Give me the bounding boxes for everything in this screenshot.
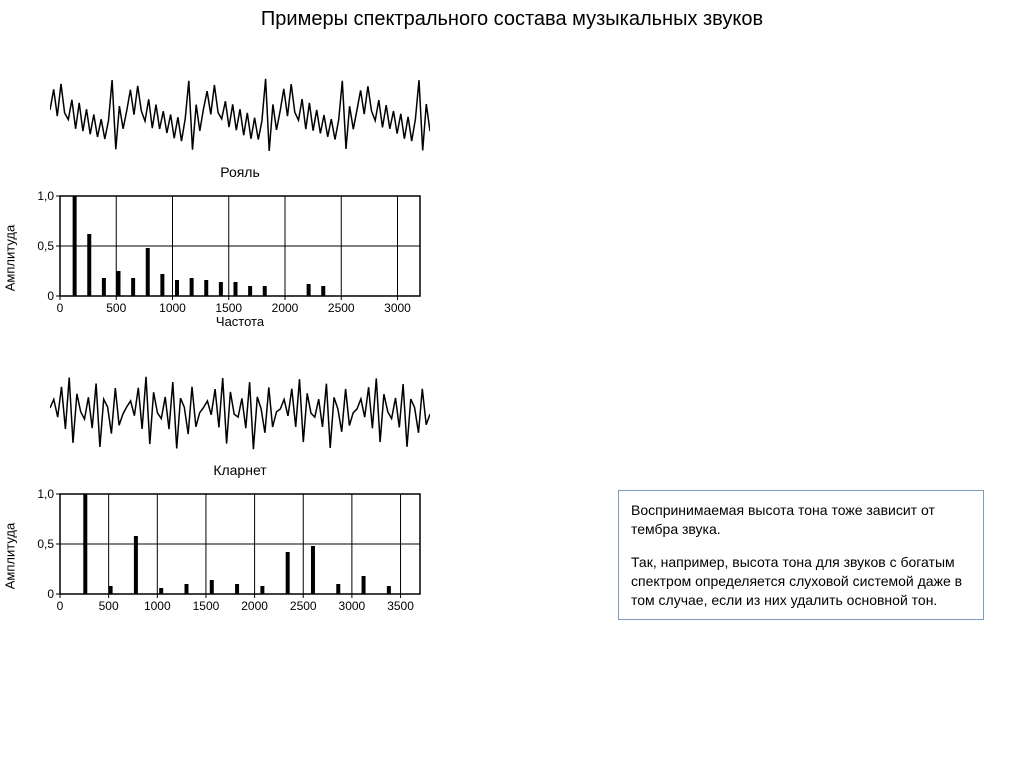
clarinet-label: Кларнет bbox=[50, 462, 430, 478]
svg-text:3000: 3000 bbox=[339, 599, 366, 613]
svg-text:3500: 3500 bbox=[387, 599, 414, 613]
svg-text:0: 0 bbox=[47, 289, 54, 303]
svg-text:0: 0 bbox=[47, 587, 54, 601]
clarinet-spectrum-chart: Амплитуда 00,51,005001000150020002500300… bbox=[20, 486, 430, 626]
svg-text:2000: 2000 bbox=[241, 599, 268, 613]
svg-text:1,0: 1,0 bbox=[37, 487, 54, 501]
svg-text:500: 500 bbox=[99, 599, 119, 613]
svg-text:2500: 2500 bbox=[290, 599, 317, 613]
svg-text:3000: 3000 bbox=[384, 301, 411, 315]
info-paragraph-1: Воспринимаемая высота тона тоже зависит … bbox=[631, 501, 971, 539]
svg-text:1500: 1500 bbox=[193, 599, 220, 613]
clarinet-waveform bbox=[50, 358, 430, 458]
svg-text:2000: 2000 bbox=[272, 301, 299, 315]
svg-text:0: 0 bbox=[57, 301, 64, 315]
svg-text:1500: 1500 bbox=[215, 301, 242, 315]
svg-text:1000: 1000 bbox=[144, 599, 171, 613]
svg-text:2500: 2500 bbox=[328, 301, 355, 315]
clarinet-ylabel: Амплитуда bbox=[3, 523, 18, 589]
info-box: Воспринимаемая высота тона тоже зависит … bbox=[618, 490, 984, 620]
svg-text:0,5: 0,5 bbox=[37, 537, 54, 551]
piano-spectrum-chart: Амплитуда 00,51,005001000150020002500300… bbox=[20, 188, 430, 328]
piano-waveform bbox=[50, 60, 430, 160]
piano-ylabel: Амплитуда bbox=[3, 225, 18, 291]
info-paragraph-2: Так, например, высота тона для звуков с … bbox=[631, 553, 971, 610]
svg-text:500: 500 bbox=[106, 301, 126, 315]
piano-label: Рояль bbox=[50, 164, 430, 180]
svg-text:1000: 1000 bbox=[159, 301, 186, 315]
svg-text:0,5: 0,5 bbox=[37, 239, 54, 253]
svg-text:0: 0 bbox=[57, 599, 64, 613]
svg-text:Частота: Частота bbox=[216, 314, 265, 328]
page-title: Примеры спектрального состава музыкальны… bbox=[0, 8, 1024, 31]
figures-column: Рояль Амплитуда 00,51,005001000150020002… bbox=[20, 60, 440, 656]
svg-text:1,0: 1,0 bbox=[37, 189, 54, 203]
